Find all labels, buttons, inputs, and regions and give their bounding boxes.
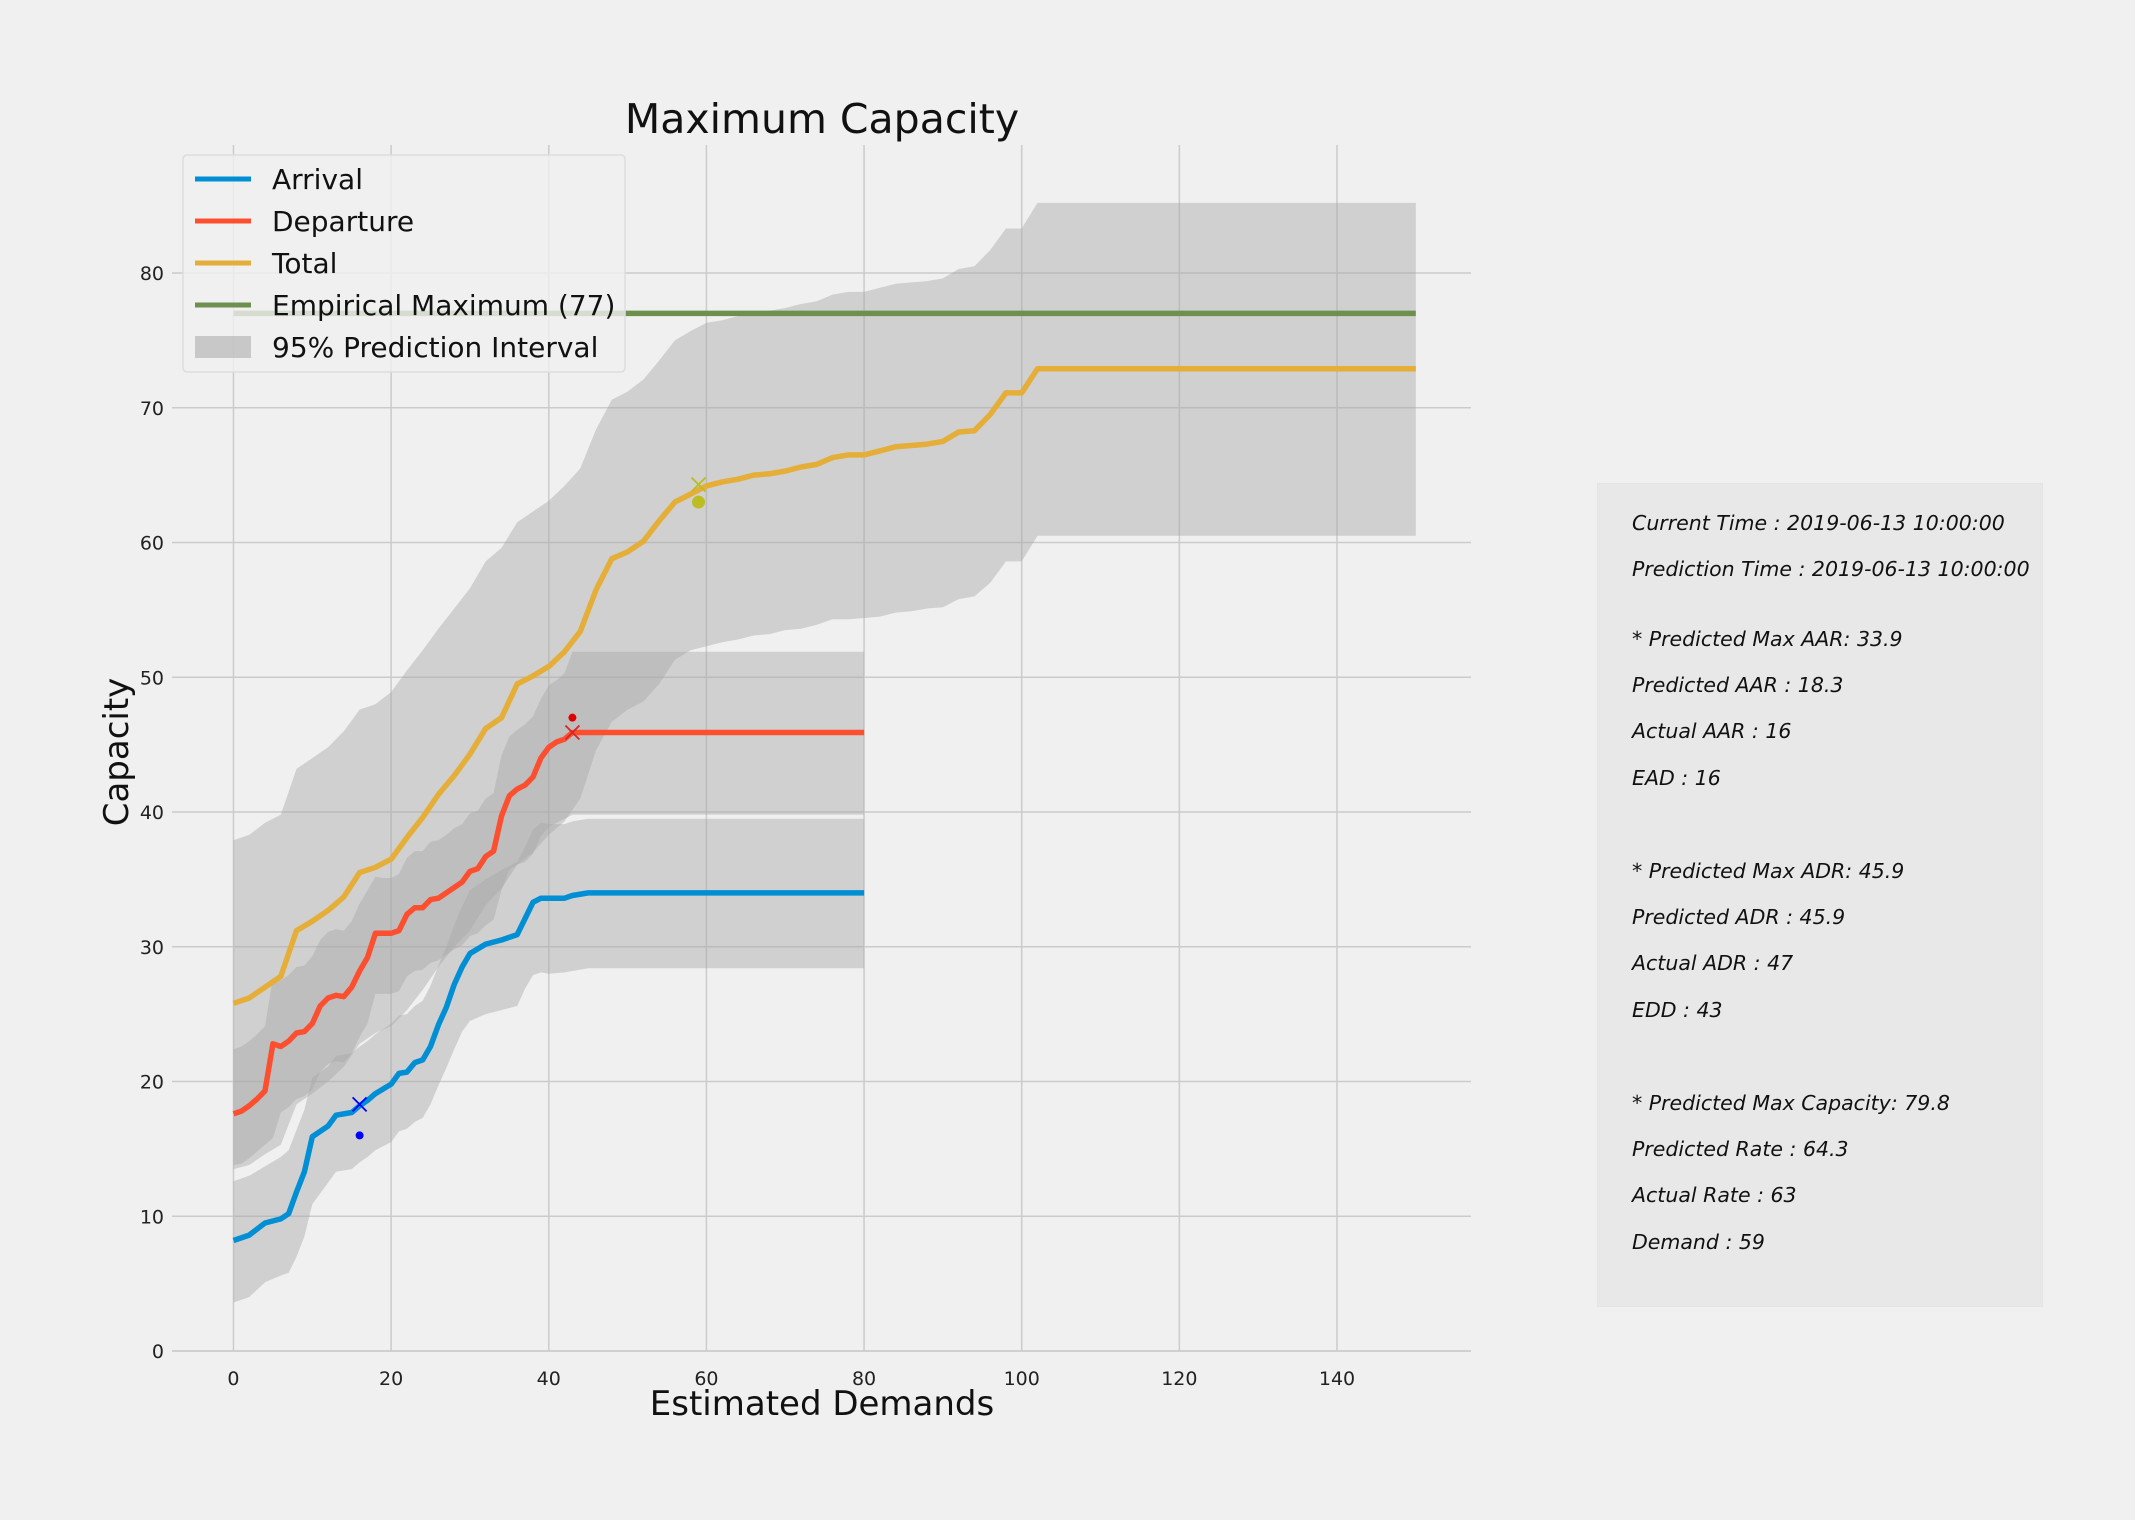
arrival-interval-band bbox=[233, 818, 865, 1303]
chart-legend: Arrival Departure Total Empirical Maximum (… bbox=[182, 154, 626, 373]
y-tick-label: 70 bbox=[140, 398, 164, 420]
x-tick-label: 40 bbox=[537, 1368, 561, 1390]
actual-aar-text: Actual AAR : 16 bbox=[1632, 719, 1792, 743]
current-time-text: Current Time : 2019-06-13 10:00:00 bbox=[1632, 511, 2005, 535]
max-capacity-text: * Predicted Max Capacity: 79.8 bbox=[1632, 1091, 1950, 1115]
x-tick-label: 60 bbox=[694, 1368, 718, 1390]
legend-label: Empirical Maximum (77) bbox=[272, 289, 615, 322]
legend-box bbox=[182, 154, 626, 373]
y-tick-label: 60 bbox=[140, 533, 164, 555]
edd-text: EDD : 43 bbox=[1632, 998, 1723, 1022]
max-adr-text: * Predicted Max ADR: 45.9 bbox=[1632, 859, 1905, 883]
arrival-predicted-marker bbox=[351, 1096, 368, 1113]
prediction-info-panel: Current Time : 2019-06-13 10:00:00 Predi… bbox=[1597, 483, 2043, 1307]
marker-stroke bbox=[351, 1096, 368, 1113]
departure-interval-band bbox=[233, 651, 865, 1165]
axis-tick-labels: 0 20 40 60 80 100 120 140 0 10 20 30 40 50 60 70 80 bbox=[140, 263, 1355, 1390]
arrival-line bbox=[232, 890, 865, 1244]
y-tick-label: 80 bbox=[140, 263, 164, 285]
x-tick-label: 80 bbox=[852, 1368, 876, 1390]
total-interval-band bbox=[233, 202, 1416, 1170]
y-tick-label: 0 bbox=[152, 1341, 164, 1363]
predicted-rate-text: Predicted Rate : 64.3 bbox=[1632, 1137, 1849, 1161]
y-tick-label: 20 bbox=[140, 1072, 164, 1094]
marker-stroke bbox=[690, 476, 707, 493]
departure-predicted-marker bbox=[564, 724, 581, 741]
x-tick-label: 120 bbox=[1161, 1368, 1197, 1390]
prediction-interval-bands bbox=[233, 202, 1416, 1303]
x-tick-label: 0 bbox=[227, 1368, 239, 1390]
y-axis-label: Capacity bbox=[97, 678, 137, 827]
observation-markers bbox=[351, 476, 707, 1140]
legend-label: Arrival bbox=[272, 163, 363, 196]
y-tick-label: 10 bbox=[140, 1206, 164, 1228]
y-tick-label: 30 bbox=[140, 937, 164, 959]
actual-rate-text: Actual Rate : 63 bbox=[1632, 1183, 1797, 1207]
chart-title: Maximum Capacity bbox=[625, 95, 1019, 143]
marker-stroke bbox=[564, 724, 581, 741]
x-tick-label: 20 bbox=[379, 1368, 403, 1390]
x-tick-label: 140 bbox=[1319, 1368, 1355, 1390]
legend-swatch bbox=[195, 336, 251, 358]
y-tick-label: 50 bbox=[140, 667, 164, 689]
legend-label: Total bbox=[271, 247, 337, 280]
departure-actual-marker bbox=[568, 713, 577, 722]
departure-line bbox=[232, 729, 865, 1117]
actual-adr-text: Actual ADR : 47 bbox=[1632, 951, 1794, 975]
legend-label: Departure bbox=[272, 205, 414, 238]
predicted-aar-text: Predicted AAR : 18.3 bbox=[1632, 673, 1844, 697]
total-actual-marker bbox=[692, 495, 706, 509]
x-axis-label: Estimated Demands bbox=[650, 1384, 994, 1424]
demand-text: Demand : 59 bbox=[1632, 1230, 1765, 1254]
legend-label: 95% Prediction Interval bbox=[272, 331, 598, 364]
total-predicted-marker bbox=[690, 476, 707, 493]
arrival-actual-marker bbox=[355, 1131, 364, 1140]
y-tick-label: 40 bbox=[140, 802, 164, 824]
prediction-time-text: Prediction Time : 2019-06-13 10:00:00 bbox=[1632, 557, 2030, 581]
max-aar-text: * Predicted Max AAR: 33.9 bbox=[1632, 627, 1903, 651]
ead-text: EAD : 16 bbox=[1632, 766, 1721, 790]
x-tick-label: 100 bbox=[1004, 1368, 1040, 1390]
predicted-adr-text: Predicted ADR : 45.9 bbox=[1632, 905, 1846, 929]
total-line bbox=[232, 365, 1416, 1006]
